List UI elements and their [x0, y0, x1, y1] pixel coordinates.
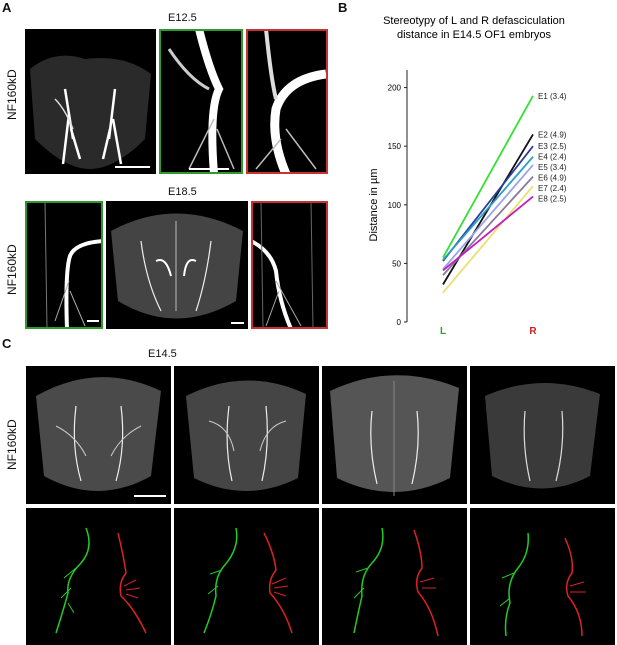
panel-a-stage-e18: E18.5 — [168, 186, 197, 198]
panel-a-row-label-1: NF160kD — [5, 69, 19, 120]
panel-c-letter: C — [2, 336, 12, 351]
chart-title-line2: distance in E14.5 OF1 embryos — [397, 29, 552, 41]
series-label: E8 (2.5) — [538, 195, 567, 204]
panel-a-stage-e12: E12.5 — [168, 12, 197, 24]
series-label: E5 (3.4) — [538, 163, 567, 172]
micrograph-e14-embryo-3-svg — [330, 375, 459, 496]
panel-c-stage: E14.5 — [148, 348, 177, 360]
series-line — [442, 164, 534, 270]
micrograph-e18-right-inset-svg — [251, 201, 314, 329]
panel-a-row-label-2: NF160kD — [5, 244, 19, 295]
panel-c-row-label: NF160kD — [5, 419, 19, 470]
micrograph-e18-left-inset-svg — [44, 201, 103, 329]
tracing-e14-embryo-4 — [470, 508, 615, 645]
micrograph-e18-left-inset — [25, 201, 103, 329]
micrograph-e14-embryo-1-svg — [36, 377, 166, 497]
x-category-label: R — [529, 326, 537, 337]
series-label: E7 (2.4) — [538, 184, 567, 193]
tracing-e14-embryo-1 — [26, 508, 171, 645]
y-tick-label: 150 — [388, 142, 402, 151]
tracing-e14-embryo-1-svg — [55, 527, 147, 634]
series-line — [442, 156, 534, 261]
micrograph-e14-embryo-1 — [26, 366, 171, 504]
micrograph-e14-embryo-4 — [470, 366, 615, 504]
micrograph-e12-right-inset — [246, 29, 328, 174]
chart-y-label: Distance in µm — [368, 169, 380, 242]
tracing-e14-embryo-4-svg — [499, 532, 586, 637]
micrograph-e18-right-inset — [251, 201, 328, 329]
x-category-label: L — [440, 326, 446, 337]
tracing-e14-embryo-3 — [322, 508, 467, 645]
series-line — [442, 195, 534, 272]
y-tick-label: 100 — [388, 201, 402, 210]
y-tick-label: 0 — [397, 318, 402, 327]
micrograph-e14-embryo-4-svg — [485, 382, 600, 489]
micrograph-e18-overview — [106, 201, 248, 329]
series-label: E6 (4.9) — [538, 174, 567, 183]
series-label: E4 (2.4) — [538, 153, 567, 162]
y-tick-label: 50 — [392, 259, 401, 268]
micrograph-e14-embryo-2-svg — [186, 380, 306, 491]
tracing-e14-embryo-2 — [174, 508, 319, 645]
tracing-e14-embryo-2-svg — [203, 527, 293, 634]
series-label: E1 (3.4) — [538, 92, 567, 101]
micrograph-e18-overview-svg — [111, 213, 244, 324]
micrograph-e12-overview-svg — [30, 55, 151, 169]
micrograph-e12-left-inset — [159, 29, 243, 174]
panel-a-letter: A — [2, 0, 12, 15]
micrograph-e12-left-inset-svg — [167, 29, 235, 174]
panel-b-letter: B — [338, 0, 348, 15]
micrograph-e14-embryo-3 — [322, 366, 467, 504]
series-line — [442, 95, 534, 258]
tracing-e14-embryo-3-svg — [353, 527, 439, 637]
micrograph-e12-overview — [25, 29, 156, 174]
y-tick-label: 200 — [388, 84, 402, 93]
chart-title-line1: Stereotypy of L and R defasciculation — [383, 15, 565, 27]
defasciculation-chart: Stereotypy of L and R defasciculation di… — [368, 15, 567, 337]
series-line — [442, 185, 534, 294]
series-label: E3 (2.5) — [538, 142, 567, 151]
series-label: E2 (4.9) — [538, 130, 567, 139]
micrograph-e12-right-inset-svg — [255, 29, 327, 174]
micrograph-e14-embryo-2 — [174, 366, 319, 504]
